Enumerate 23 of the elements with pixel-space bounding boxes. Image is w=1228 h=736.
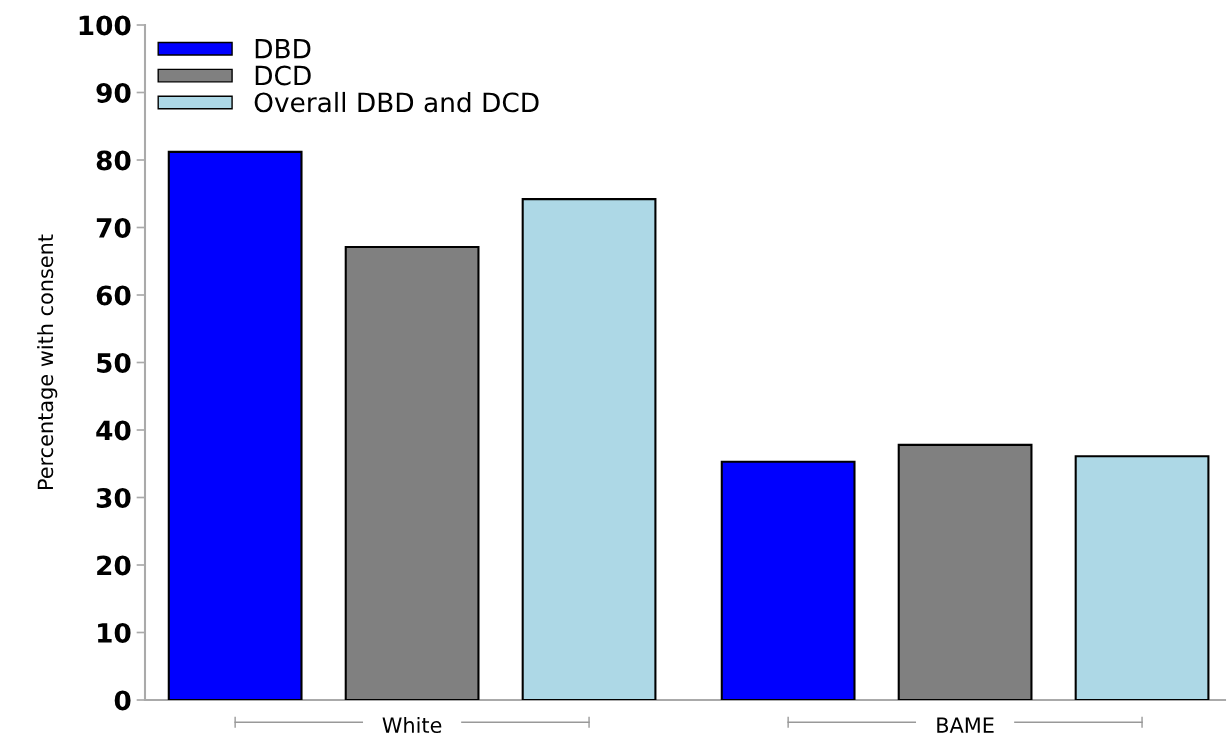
legend-label: Overall DBD and DCD	[254, 91, 539, 113]
y-axis-title: Percentage with consent	[37, 234, 58, 489]
y-tick-label: 90	[96, 82, 131, 103]
bar	[344, 246, 480, 700]
y-tick-label: 0	[114, 690, 131, 711]
legend-label: DBD	[255, 39, 311, 59]
x-tick-label: White	[382, 716, 442, 733]
bar	[720, 460, 856, 700]
y-tick-label: 60	[96, 285, 131, 306]
y-tick-label: 40	[96, 420, 131, 441]
y-tick-label: 30	[96, 487, 131, 508]
y-tick-label: 70	[96, 217, 131, 238]
legend-label: DCD	[255, 65, 311, 86]
bar	[1074, 455, 1210, 700]
y-tick-label: 20	[97, 555, 131, 576]
y-tick-label: 100	[79, 15, 131, 36]
y-tick-label: 50	[97, 352, 131, 373]
bar	[521, 198, 657, 700]
x-tick-label: BAME	[937, 717, 994, 733]
y-tick-label: 80	[96, 150, 131, 171]
y-tick-label: 10	[98, 622, 131, 643]
bar	[167, 150, 303, 700]
bar	[897, 443, 1033, 700]
